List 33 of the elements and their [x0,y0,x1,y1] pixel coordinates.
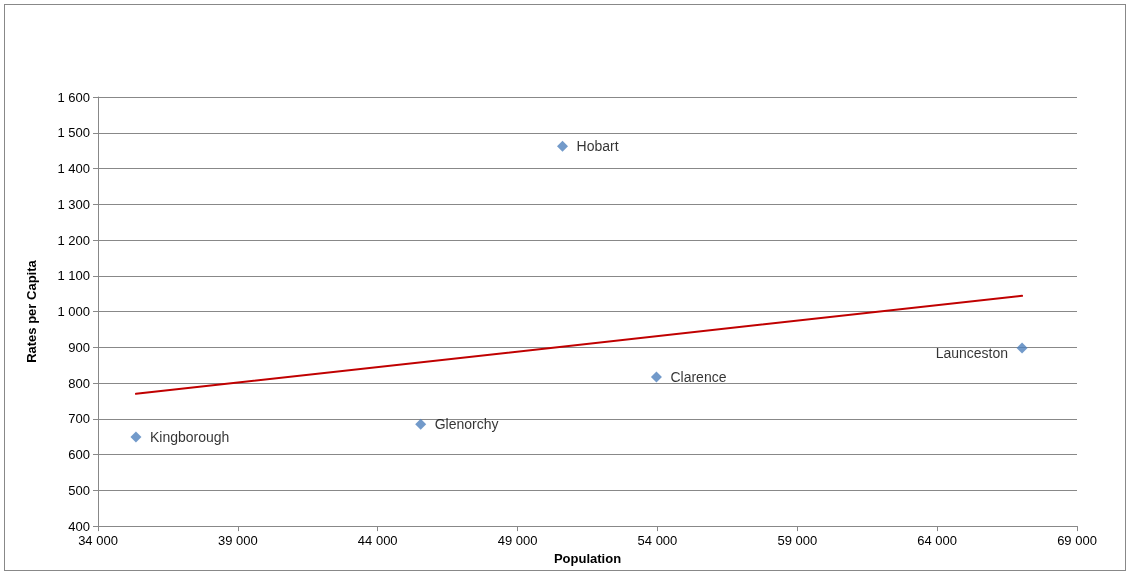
annotation: Glenorchy [434,416,499,433]
point [415,418,427,430]
y-tick-label: 1 300 [57,196,90,212]
y-tick-label: 500 [68,482,90,498]
x-tick-label: 64 000 [917,533,958,549]
annotation: Clarence [670,368,727,385]
y-tick-label: 900 [68,339,90,355]
y-axis-title: Rates per Capita [24,259,39,363]
y-tick-label: 800 [68,375,90,391]
x-axis-title: Population [553,551,622,566]
y-tick-label: 1 400 [57,161,90,177]
annotation: Kingborough [149,429,230,446]
point [650,371,662,383]
x-tick-label: 39 000 [217,533,258,549]
x-tick-label: 59 000 [777,533,818,549]
x-tick-label: 49 000 [497,533,538,549]
x-tick-label: 69 000 [1057,533,1097,549]
y-tick-label: 1 100 [57,268,90,284]
y-tick-label: 1 000 [57,304,90,320]
x-tick-label: 44 000 [357,533,398,549]
point [130,431,142,443]
point [1016,342,1028,354]
y-tick-label: 1 500 [57,125,90,141]
x-tick-label: 54 000 [637,533,678,549]
annotation: Launceston [935,345,1009,362]
y-tick-label: 1 600 [57,89,90,105]
x-tick-label: 34 000 [78,533,118,549]
y-tick-label: 700 [68,411,90,427]
y-tick-label: 600 [68,447,90,463]
annotation: Hobart [576,138,619,155]
point [557,140,569,152]
y-tick-label: 1 200 [57,232,90,248]
y-tick-label: 400 [68,518,90,534]
